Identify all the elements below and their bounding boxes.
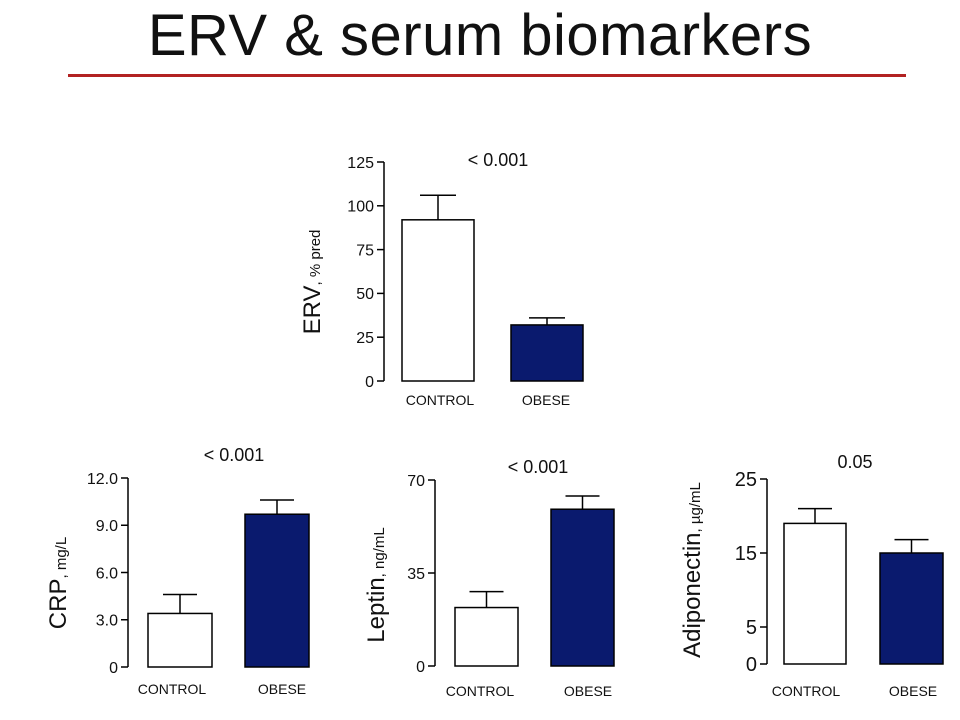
crp-bar-control xyxy=(147,612,213,668)
leptin-y-axis-label: Leptin, ng/mL xyxy=(363,527,390,642)
erv-y-axis-title: ERV xyxy=(299,285,326,334)
crp-y-tick-label: 3.0 xyxy=(96,613,118,630)
leptin-y-tick-label: 70 xyxy=(407,473,425,490)
erv-y-tick-label: 0 xyxy=(365,374,374,391)
adiponectin-bar-control xyxy=(783,522,847,665)
adiponectin-y-axis-title: Adiponectin xyxy=(679,532,706,657)
crp-y-tick-label: 0 xyxy=(109,660,118,677)
leptin-y-axis-title: Leptin xyxy=(363,577,390,642)
crp-y-tick-label: 12.0 xyxy=(87,471,118,488)
leptin-y-tick-label: 0 xyxy=(416,659,425,676)
erv-y-tick-label: 100 xyxy=(347,199,374,216)
adiponectin-y-tick-label: 0 xyxy=(746,654,757,676)
adiponectin-bar-obese xyxy=(879,552,944,665)
erv-y-axis-unit: , % pred xyxy=(307,230,324,286)
erv-bar-obese xyxy=(510,324,584,382)
adiponectin-p-value: 0.05 xyxy=(837,452,872,472)
title-rule xyxy=(68,74,906,77)
crp-y-axis-title: CRP xyxy=(45,579,72,630)
leptin-category-label: CONTROL xyxy=(446,683,515,699)
crp-p-value: < 0.001 xyxy=(204,445,265,465)
leptin-bar-control xyxy=(454,606,519,667)
leptin-p-value: < 0.001 xyxy=(508,457,569,477)
adiponectin-y-axis-unit: , µg/mL xyxy=(687,482,704,532)
crp-category-label: CONTROL xyxy=(138,681,207,697)
adiponectin-category-label: CONTROL xyxy=(772,683,841,699)
leptin-y-axis-unit: , ng/mL xyxy=(371,527,388,577)
erv-p-value: < 0.001 xyxy=(468,150,529,170)
crp-y-tick-label: 6.0 xyxy=(96,565,118,582)
erv-y-tick-label: 75 xyxy=(356,242,374,259)
leptin-bar-obese xyxy=(550,508,615,667)
leptin-y-tick-label: 35 xyxy=(407,566,425,583)
erv-y-tick-label: 50 xyxy=(356,286,374,303)
erv-bar-control xyxy=(401,219,475,382)
erv-category-label: OBESE xyxy=(522,392,570,408)
crp-y-axis-unit: , mg/L xyxy=(53,537,70,579)
erv-y-tick-label: 25 xyxy=(356,330,374,347)
erv-y-axis-label: ERV, % pred xyxy=(299,230,326,335)
crp-y-tick-label: 9.0 xyxy=(96,518,118,535)
erv-y-tick-label: 125 xyxy=(347,155,374,172)
adiponectin-category-label: OBESE xyxy=(889,683,937,699)
crp-bar-obese xyxy=(244,513,310,668)
adiponectin-y-tick-label: 5 xyxy=(746,617,757,639)
leptin-category-label: OBESE xyxy=(564,683,612,699)
slide-title: ERV & serum biomarkers xyxy=(147,3,813,68)
crp-y-axis-label: CRP, mg/L xyxy=(45,537,72,629)
adiponectin-y-tick-label: 25 xyxy=(735,469,757,491)
adiponectin-y-axis-label: Adiponectin, µg/mL xyxy=(679,482,706,658)
adiponectin-y-tick-label: 15 xyxy=(735,543,757,565)
erv-category-label: CONTROL xyxy=(406,392,475,408)
crp-category-label: OBESE xyxy=(258,681,306,697)
